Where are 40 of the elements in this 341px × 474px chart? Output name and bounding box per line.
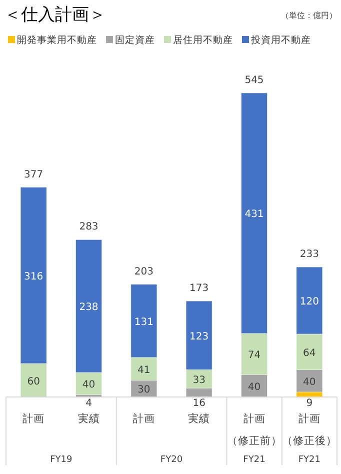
total-label: 203 <box>134 266 154 278</box>
text: （単位：億円） <box>281 11 337 20</box>
data-label: 431 <box>244 209 264 220</box>
x-tick-label: 実績 <box>188 412 210 425</box>
data-label: 33 <box>192 374 206 386</box>
total-label: 283 <box>79 222 98 233</box>
data-label: 16 <box>192 398 206 409</box>
data-label: 30 <box>138 384 150 396</box>
data-label: 40 <box>303 376 316 388</box>
data-label: 64 <box>303 348 316 359</box>
data-label: 4 <box>86 398 92 409</box>
legend-label: 投資用不動産 <box>250 34 311 46</box>
data-label: 9 <box>306 398 313 409</box>
total-label: 173 <box>190 283 209 294</box>
x-tick-label: 実績 <box>78 412 100 425</box>
data-label: 40 <box>82 380 96 391</box>
data-label: 131 <box>134 316 154 328</box>
x-tick-label: 計画（修正後） <box>282 412 337 447</box>
data-label: 40 <box>248 382 261 393</box>
chart-title: ＜仕入計画＞ <box>4 5 106 25</box>
total-label: 377 <box>24 169 44 180</box>
total-label: 233 <box>300 249 319 260</box>
data-label: 123 <box>190 331 209 342</box>
legend-label: 居住用不動産 <box>173 34 233 46</box>
data-label: 60 <box>27 376 40 388</box>
text: FY20 <box>160 455 183 465</box>
x-tick-label: 計画（修正前） <box>226 412 282 447</box>
text: FY21 <box>298 455 320 465</box>
data-label: 238 <box>79 302 98 314</box>
total-label: 545 <box>244 75 264 86</box>
data-label: 120 <box>300 296 319 308</box>
data-label: 74 <box>248 350 261 362</box>
data-label: 316 <box>24 271 44 282</box>
x-tick-label: 計画 <box>22 412 45 425</box>
text: FY19 <box>50 455 72 465</box>
x-tick-label: 計画 <box>132 412 155 425</box>
text: FY21 <box>243 455 266 465</box>
legend-label: 固定資産 <box>115 34 155 46</box>
legend-label: 開発事業用不動産 <box>17 34 97 46</box>
data-label: 41 <box>138 364 150 376</box>
